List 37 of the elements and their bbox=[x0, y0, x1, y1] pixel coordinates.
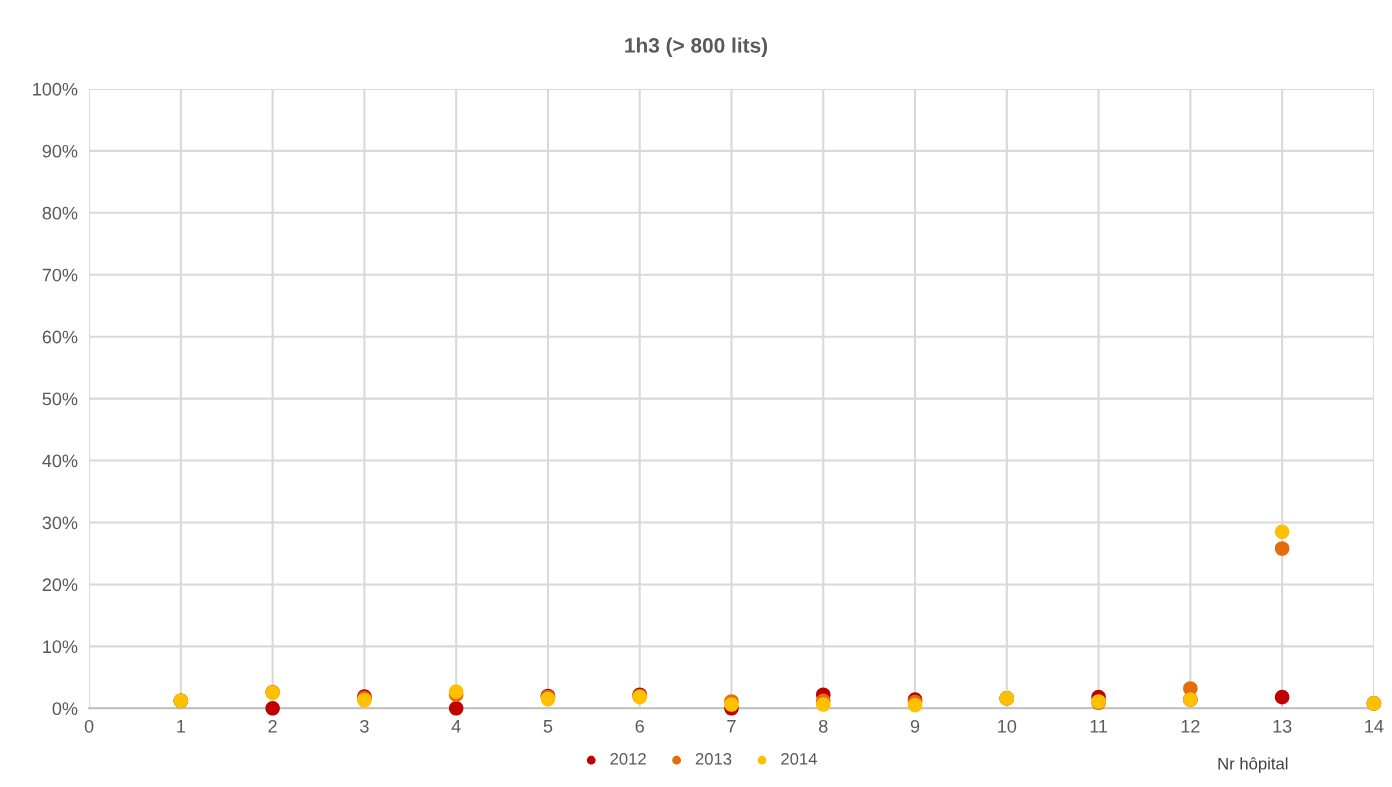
y-tick-label: 90% bbox=[42, 144, 78, 158]
x-tick-label: 4 bbox=[451, 720, 461, 733]
y-tick-label: 50% bbox=[42, 392, 78, 406]
y-tick-label: 100% bbox=[33, 82, 78, 96]
chart-title: 1h3 (> 800 lits) bbox=[625, 37, 768, 57]
x-tick-label: 2 bbox=[268, 719, 277, 733]
x-tick-label: 6 bbox=[635, 719, 644, 733]
y-tick-label: 20% bbox=[42, 578, 78, 592]
y-tick-label: 30% bbox=[42, 516, 78, 530]
legend-label: 2012 bbox=[610, 752, 646, 765]
x-tick-label: 9 bbox=[910, 719, 920, 733]
x-axis-title: Nr hôpital bbox=[1218, 757, 1288, 773]
y-tick-label: 10% bbox=[43, 640, 78, 654]
y-tick-label: 0% bbox=[52, 702, 78, 716]
point bbox=[265, 701, 280, 716]
point bbox=[1274, 524, 1290, 540]
y-tick-label: 70% bbox=[42, 268, 78, 282]
y-tick-label: 60% bbox=[42, 330, 78, 344]
point bbox=[1274, 541, 1290, 556]
x-tick-label: 8 bbox=[819, 719, 828, 733]
point bbox=[815, 697, 831, 712]
x-tick-label: 1 bbox=[177, 720, 185, 733]
x-tick-label: 0 bbox=[84, 719, 94, 733]
x-tick-label: 14 bbox=[1365, 720, 1384, 733]
x-tick-label: 5 bbox=[543, 720, 553, 733]
legend-label: 2013 bbox=[695, 752, 732, 765]
legend-label: 2014 bbox=[781, 752, 817, 765]
x-tick-label: 3 bbox=[360, 719, 369, 733]
x-tick-label: 13 bbox=[1273, 719, 1292, 733]
y-tick-label: 80% bbox=[42, 206, 78, 220]
x-tick-label: 11 bbox=[1090, 720, 1108, 733]
y-tick-label: 40% bbox=[42, 454, 78, 468]
x-tick-label: 12 bbox=[1181, 719, 1200, 733]
point bbox=[1274, 689, 1290, 705]
x-tick-label: 7 bbox=[727, 720, 736, 733]
point bbox=[448, 701, 464, 716]
x-tick-label: 10 bbox=[998, 719, 1017, 733]
